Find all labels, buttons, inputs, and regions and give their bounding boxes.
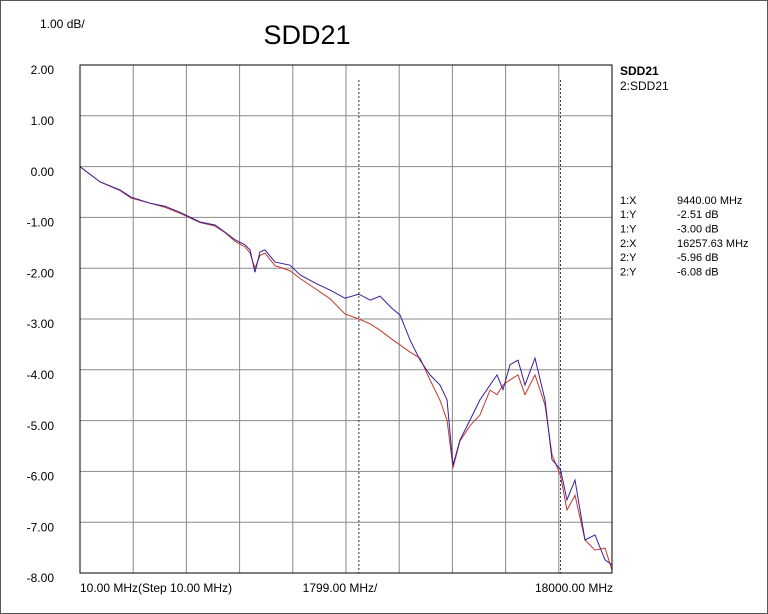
y-tick-label: -4.00: [27, 368, 55, 382]
readout-label: 1:Y: [620, 209, 637, 221]
readout-label: 2:Y: [620, 266, 637, 278]
x-tick-label: 10.00 MHz(Step 10.00 MHz): [80, 581, 232, 595]
readout-value: -3.00 dB: [677, 224, 719, 236]
y-tick-label: -7.00: [27, 520, 55, 534]
y-tick-label: 0.00: [31, 165, 55, 179]
series-line: [80, 166, 612, 566]
y-tick-label: -2.00: [27, 266, 55, 280]
y-tick-label: -1.00: [27, 216, 55, 230]
readout-label: 2:Y: [620, 252, 637, 264]
series-line: [80, 166, 612, 571]
readout-label: 1:X: [620, 195, 637, 207]
readout-value: -5.96 dB: [677, 252, 719, 264]
readout-value: -6.08 dB: [677, 266, 719, 278]
plot-border: [79, 64, 613, 574]
chart-title: SDD21: [263, 20, 350, 50]
readout-label: 2:X: [620, 238, 637, 250]
readout-value: -2.51 dB: [677, 209, 719, 221]
readout-value: 16257.63 MHz: [677, 238, 749, 250]
legend-entry: SDD21: [620, 64, 659, 78]
y-division-label: 1.00 dB/: [40, 17, 85, 31]
x-tick-label: 18000.00 MHz: [535, 581, 613, 595]
y-tick-label: -8.00: [27, 571, 55, 585]
y-tick-label: -3.00: [27, 317, 55, 331]
y-tick-label: 2.00: [31, 63, 55, 77]
readout-value: 9440.00 MHz: [677, 195, 742, 207]
legend-entry: 2:SDD21: [620, 79, 669, 93]
x-division-label: 1799.00 MHz/: [303, 581, 378, 595]
y-tick-label: 1.00: [31, 114, 55, 128]
y-tick-label: -5.00: [27, 419, 55, 433]
y-tick-label: -6.00: [27, 470, 55, 484]
readout-label: 1:Y: [620, 224, 637, 236]
